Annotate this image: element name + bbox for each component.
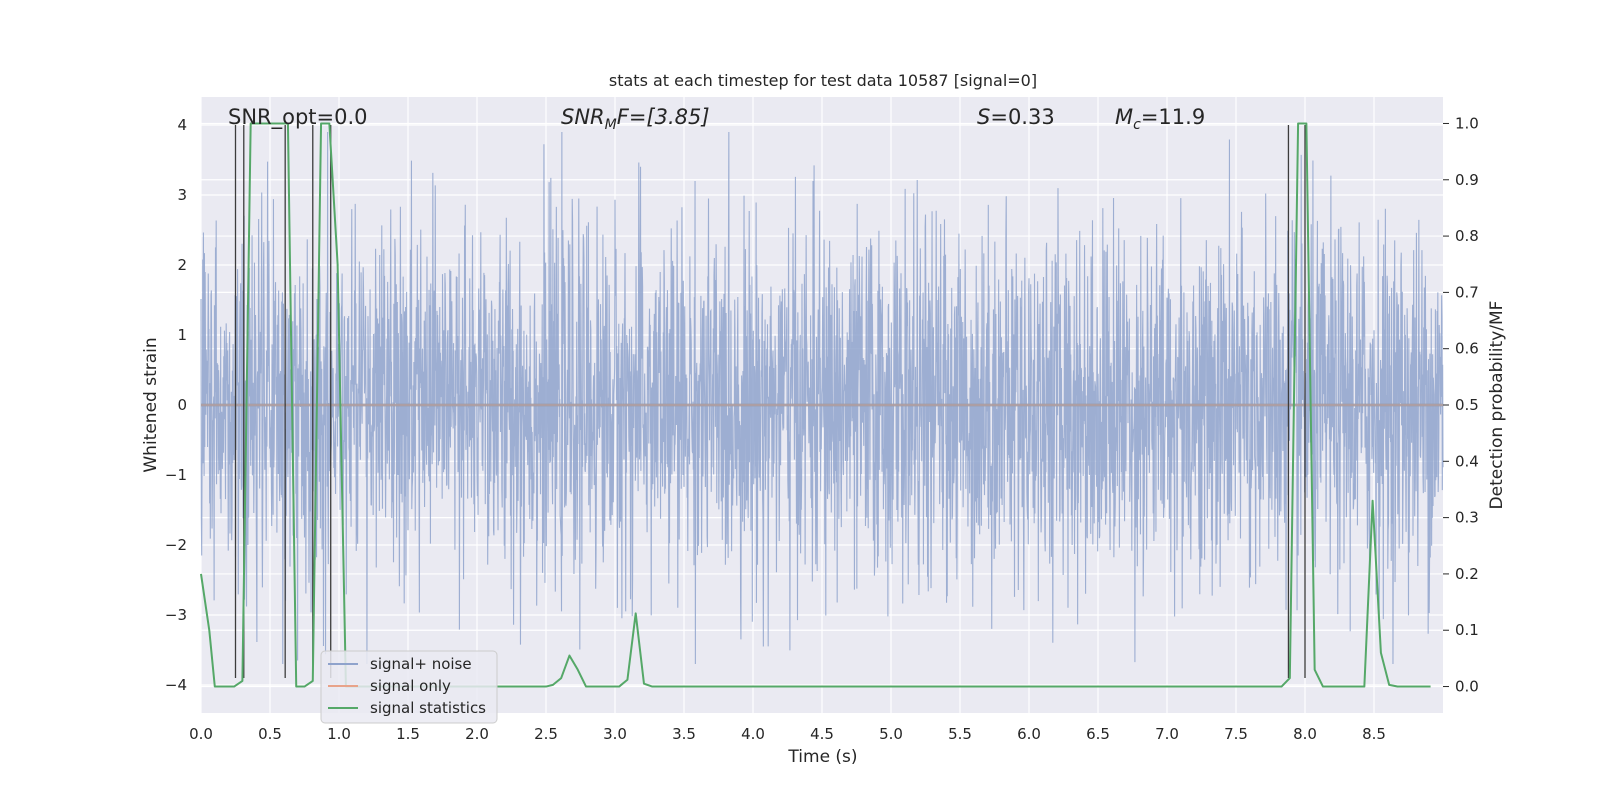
x-tick-label: 5.5 [948,725,972,743]
series-signal-noise [200,131,1444,665]
y2-tick-label: 0.9 [1455,171,1479,189]
x-tick-label: 7.0 [1155,725,1179,743]
annotation-snr-mf-rest: F=[3.85] [617,105,710,129]
y-tick-label: 0 [177,396,187,414]
x-tick-label: 1.0 [327,725,351,743]
x-tick-label: 3.5 [672,725,696,743]
y2-tick-label: 0.0 [1455,678,1479,696]
x-tick-label: 1.5 [396,725,420,743]
y2-tick-label: 0.4 [1455,452,1479,470]
series-signal-statistics [200,122,1431,688]
y2-axis-ticks: 1.0 0.9 0.8 0.7 0.6 0.5 0.4 0.3 0.2 0.1 0.0 [1443,114,1479,696]
x-tick-label: 3.0 [603,725,627,743]
x-tick-label: 7.5 [1224,725,1248,743]
annotation-mc: Mc=11.9 [1115,105,1205,133]
x-axis-ticks: 0.0 0.5 1.0 1.5 2.0 2.5 3.0 3.5 4.0 4.5 5.0 5.5 6.0 6… [189,725,1386,743]
line-signal-statistics [200,122,1431,688]
annotation-s-rest: =0.33 [990,105,1054,129]
legend-box [320,650,498,724]
x-tick-label: 4.0 [741,725,765,743]
annotation-mc-sub: c [1133,117,1141,133]
annotation-snr-mf-sub: M [605,117,617,133]
y-tick-label: 2 [177,256,187,274]
x-tick-label: 6.0 [1017,725,1041,743]
y-axis-label: Whitened strain [141,337,161,472]
x-axis-label: Time (s) [787,747,857,767]
y2-tick-label: 0.1 [1455,621,1479,639]
y-tick-label: 4 [177,116,187,134]
y-tick-label: −1 [165,466,187,484]
x-tick-label: 8.0 [1293,725,1317,743]
legend-label-signal-statistics: signal statistics [370,699,486,717]
annotation-mc-var: M [1115,105,1133,129]
x-tick-label: 2.0 [465,725,489,743]
annotation-mc-rest: =11.9 [1141,105,1205,129]
x-tick-label: 0.5 [258,725,282,743]
y2-tick-label: 0.3 [1455,509,1479,527]
annotation-snr-opt: SNR_opt=0.0 [228,105,368,130]
y-axis-ticks: 4 3 2 1 0 −1 −2 −3 −4 [165,116,187,694]
x-tick-label: 2.5 [534,725,558,743]
legend: signal+ noise signal only signal statist… [320,650,498,724]
annotation-s: S=0.33 [977,105,1055,129]
y2-axis-label: Detection probability/MF [1487,301,1507,510]
legend-label-signal-only: signal only [370,677,451,695]
y2-tick-label: 0.5 [1455,396,1479,414]
y-tick-label: 3 [177,186,187,204]
y-tick-label: 1 [177,326,187,344]
y2-tick-label: 0.8 [1455,227,1479,245]
annotation-snr-mf-base: SNR [561,105,605,129]
y2-tick-label: 0.2 [1455,565,1479,583]
legend-label-signal-noise: signal+ noise [370,655,472,673]
y2-tick-label: 0.7 [1455,283,1479,301]
x-tick-label: 5.0 [879,725,903,743]
line-signal-noise [200,131,1444,665]
y-tick-label: −3 [165,606,187,624]
y-tick-label: −2 [165,536,187,554]
x-tick-label: 6.5 [1086,725,1110,743]
y2-tick-label: 1.0 [1455,114,1479,132]
chart-title: stats at each timestep for test data 105… [609,71,1037,90]
x-tick-label: 8.5 [1362,725,1386,743]
x-tick-label: 0.0 [189,725,213,743]
annotation-s-var: S [977,105,990,129]
y2-tick-label: 0.6 [1455,340,1479,358]
annotation-snr-mf: SNRMF=[3.85] [561,105,710,133]
x-tick-label: 4.5 [810,725,834,743]
y-tick-label: −4 [165,676,187,694]
